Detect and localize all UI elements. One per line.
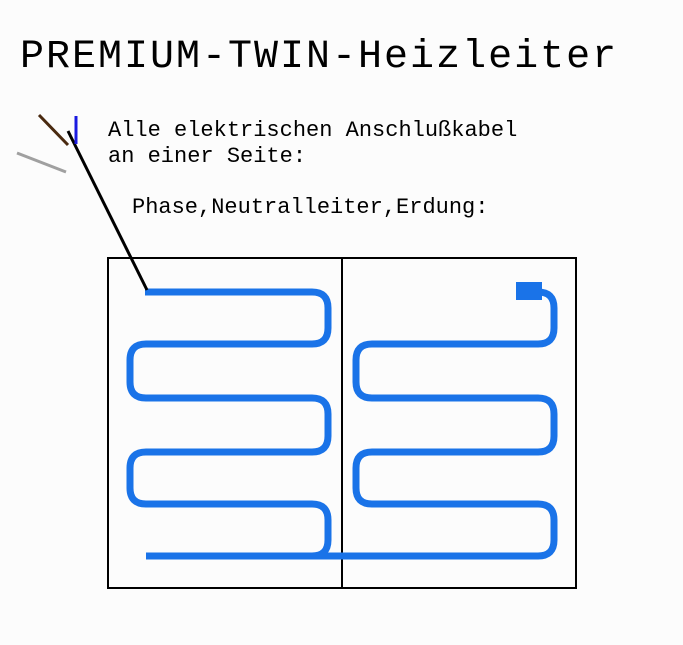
heating-diagram [0,0,683,645]
lead-wire-earth [17,153,66,172]
cable-end-terminal [516,282,542,300]
heating-cable-right [356,292,554,556]
lead-wire-phase [39,115,68,145]
heating-cable-left [130,292,538,556]
